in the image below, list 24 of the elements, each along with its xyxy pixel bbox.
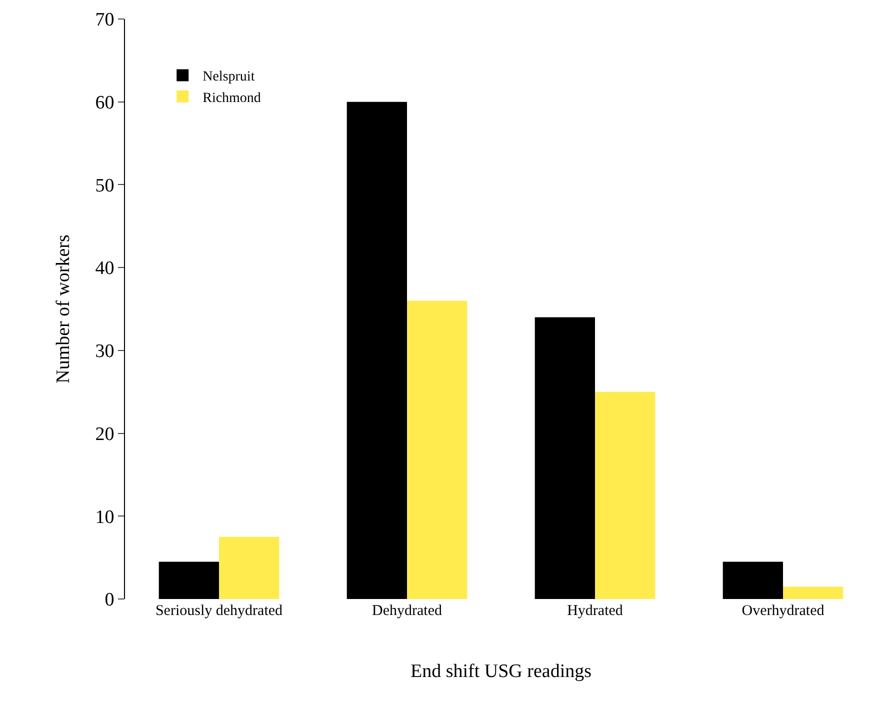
y-tick-label: 10 (95, 506, 114, 528)
bar (407, 300, 468, 599)
y-tick-label: 70 (95, 10, 114, 31)
bar (595, 392, 656, 599)
y-axis-title: Number of workers (53, 234, 74, 384)
bar (346, 102, 407, 599)
bar (722, 562, 783, 599)
bar (158, 562, 219, 599)
bar (534, 317, 595, 599)
bar (219, 536, 280, 599)
y-tick-label: 50 (95, 175, 114, 196)
y-tick-label: 30 (95, 341, 114, 362)
x-tick-label: Overhydrated (742, 603, 825, 619)
y-tick-label: 0 (104, 590, 114, 611)
y-tick-label: 40 (95, 258, 114, 280)
x-tick-label: Hydrated (567, 603, 624, 619)
x-tick-label: Seriously dehydrated (155, 603, 284, 619)
y-tick-label: 60 (95, 92, 114, 114)
x-axis-title: End shift USG readings (410, 660, 592, 682)
bar (783, 586, 844, 599)
x-tick-label: Dehydrated (372, 603, 442, 619)
legend-label: Richmond (202, 90, 261, 106)
legend-label: Nelspruit (202, 70, 255, 85)
y-tick-label: 20 (95, 424, 114, 445)
